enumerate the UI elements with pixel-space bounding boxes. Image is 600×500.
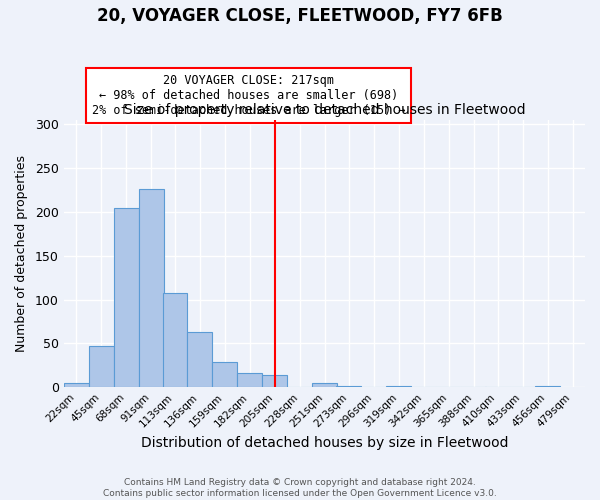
Y-axis label: Number of detached properties: Number of detached properties <box>15 155 28 352</box>
Bar <box>163 292 187 388</box>
Text: Contains HM Land Registry data © Crown copyright and database right 2024.
Contai: Contains HM Land Registry data © Crown c… <box>103 478 497 498</box>
Bar <box>89 346 113 388</box>
Text: 20 VOYAGER CLOSE: 217sqm
← 98% of detached houses are smaller (698)
2% of semi-d: 20 VOYAGER CLOSE: 217sqm ← 98% of detach… <box>92 74 406 117</box>
Bar <box>238 374 262 388</box>
Bar <box>262 375 287 388</box>
Bar <box>386 386 411 388</box>
Bar <box>139 189 164 388</box>
Text: 20, VOYAGER CLOSE, FLEETWOOD, FY7 6FB: 20, VOYAGER CLOSE, FLEETWOOD, FY7 6FB <box>97 8 503 26</box>
Bar <box>313 383 337 388</box>
Bar <box>212 362 238 388</box>
Bar <box>336 386 361 388</box>
Bar <box>187 332 212 388</box>
Bar <box>64 383 89 388</box>
Bar <box>113 208 139 388</box>
Title: Size of property relative to detached houses in Fleetwood: Size of property relative to detached ho… <box>124 104 525 118</box>
X-axis label: Distribution of detached houses by size in Fleetwood: Distribution of detached houses by size … <box>140 436 508 450</box>
Bar <box>535 386 560 388</box>
